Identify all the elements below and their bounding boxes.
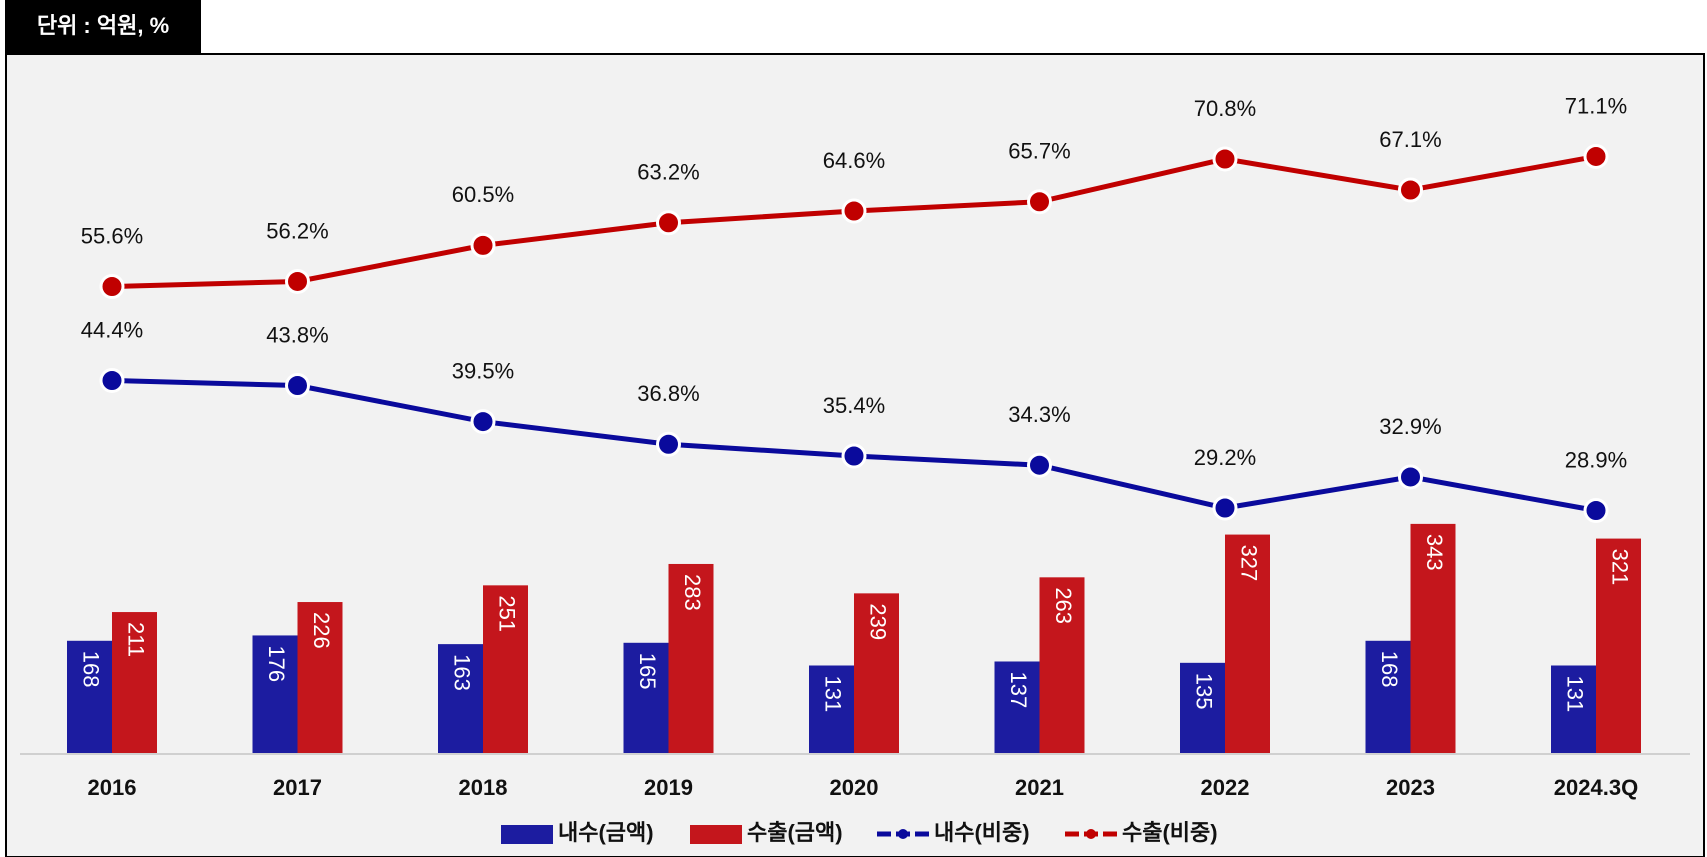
bar-value-label: 263 [1051,587,1076,624]
legend-label: 내수(금액) [558,820,654,845]
legend-label: 내수(비중) [934,820,1030,845]
legend-swatch [690,825,742,844]
bar [67,640,112,753]
line-value-label: 36.8% [637,381,699,406]
line-value-label: 67.1% [1379,127,1441,152]
bar [1039,577,1085,753]
bar [1410,523,1456,753]
line-value-label: 39.5% [452,358,514,383]
bar-value-label: 343 [1422,534,1447,571]
bar-value-label: 131 [1563,675,1588,712]
bar-value-label: 251 [495,595,520,632]
x-tick-label: 2016 [88,775,137,800]
line-marker [1212,146,1238,172]
bar-value-label: 239 [866,603,891,640]
bar-value-label: 165 [635,653,660,690]
bar-value-label: 168 [79,651,104,688]
line-value-label: 35.4% [823,393,885,418]
line-marker [99,367,125,393]
legend-swatch [501,825,553,844]
line-value-label: 70.8% [1194,96,1256,121]
bar-value-label: 226 [309,612,334,649]
x-tick-label: 2024.3Q [1554,775,1638,800]
line-value-label: 56.2% [266,218,328,243]
bar [809,665,854,753]
bar [994,661,1040,753]
line-marker [470,232,496,258]
bar [854,593,899,753]
line-value-label: 43.8% [266,322,328,347]
x-tick-label: 2019 [644,775,693,800]
line-marker [1583,498,1609,524]
bar-value-label: 211 [124,622,149,657]
bar [1365,640,1411,753]
line-marker [1027,189,1052,215]
legend-label: 수출(금액) [747,820,843,845]
bar [1225,534,1270,753]
bar [1551,665,1596,753]
line-marker [285,268,310,294]
line-marker [1027,452,1052,478]
line-value-label: 32.9% [1379,414,1441,439]
bar-value-label: 137 [1006,671,1031,708]
legend-swatch [1086,829,1096,839]
x-tick-label: 2023 [1386,775,1435,800]
line-marker [470,409,496,435]
x-tick-label: 2022 [1201,775,1250,800]
bar [1596,538,1641,753]
line-value-label: 64.6% [823,148,885,173]
line-value-label: 34.3% [1008,402,1070,427]
bar [483,585,528,753]
x-tick-label: 2020 [830,775,879,800]
line-marker [99,274,125,300]
line-marker [841,198,867,224]
bar [668,563,714,753]
bar-value-label: 131 [821,675,846,712]
unit-label: 단위 : 억원, % [37,13,169,38]
bar-value-label: 168 [1377,651,1402,688]
bar [1180,662,1225,753]
bar-value-label: 176 [264,645,289,682]
bar-value-label: 135 [1192,673,1217,710]
x-tick-label: 2021 [1015,775,1064,800]
line-marker [656,210,681,236]
line-marker [841,443,867,469]
unit-box [5,0,201,53]
line-marker [1583,143,1609,169]
line-value-label: 29.2% [1194,445,1256,470]
bar [623,642,669,753]
line-value-label: 44.4% [81,317,143,342]
bar-value-label: 327 [1237,545,1262,582]
line-value-label: 65.7% [1008,139,1070,164]
legend-swatch [898,829,908,839]
x-tick-label: 2018 [459,775,508,800]
line-marker [1212,495,1238,521]
bar-value-label: 163 [450,654,475,691]
line-marker [1398,177,1423,203]
line-value-label: 55.6% [81,223,143,248]
bar-value-label: 321 [1608,549,1633,586]
line-value-label: 71.1% [1565,93,1627,118]
bar [297,602,343,753]
line-marker [656,431,681,457]
bar-value-label: 283 [680,574,705,611]
line-marker [285,373,310,399]
legend-label: 수출(비중) [1122,820,1218,845]
line-marker [1398,464,1423,490]
line-value-label: 63.2% [637,160,699,185]
bar [438,644,483,753]
x-tick-label: 2017 [273,775,322,800]
line-value-label: 28.9% [1565,447,1627,472]
bar [252,635,298,753]
line-value-label: 60.5% [452,182,514,207]
bar [112,612,157,753]
